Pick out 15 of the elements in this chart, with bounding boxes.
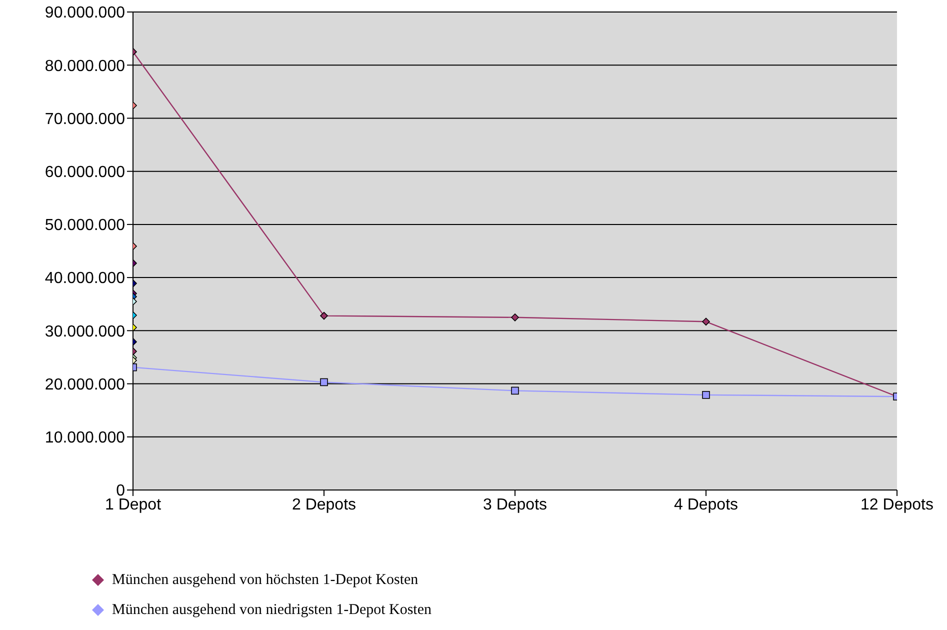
- y-tick-label: 60.000.000: [44, 164, 126, 182]
- y-tick-label: 50.000.000: [44, 217, 126, 234]
- y-tick-label: 30.000.000: [44, 323, 126, 340]
- x-tick-label: 2 Depots: [292, 496, 356, 514]
- x-tick-label: 3 Depots: [482, 496, 548, 514]
- y-tick-label: 90.000.000: [44, 4, 126, 22]
- y-tick-label: 80.000.000: [44, 58, 126, 75]
- y-tick-label: 20.000.000: [44, 376, 126, 394]
- y-tick-label: 10.000.000: [44, 430, 126, 447]
- legend-label: München ausgehend von niedrigsten 1-Depot Kosten: [112, 602, 432, 618]
- y-tick-label: 70.000.000: [44, 110, 126, 128]
- x-tick-label: 4 Depots: [674, 496, 738, 514]
- x-tick-label: 12 Depots: [860, 496, 934, 514]
- y-tick-label: 40.000.000: [44, 270, 126, 288]
- legend-label: München ausgehend von höchsten 1-Depot Kosten: [112, 572, 418, 588]
